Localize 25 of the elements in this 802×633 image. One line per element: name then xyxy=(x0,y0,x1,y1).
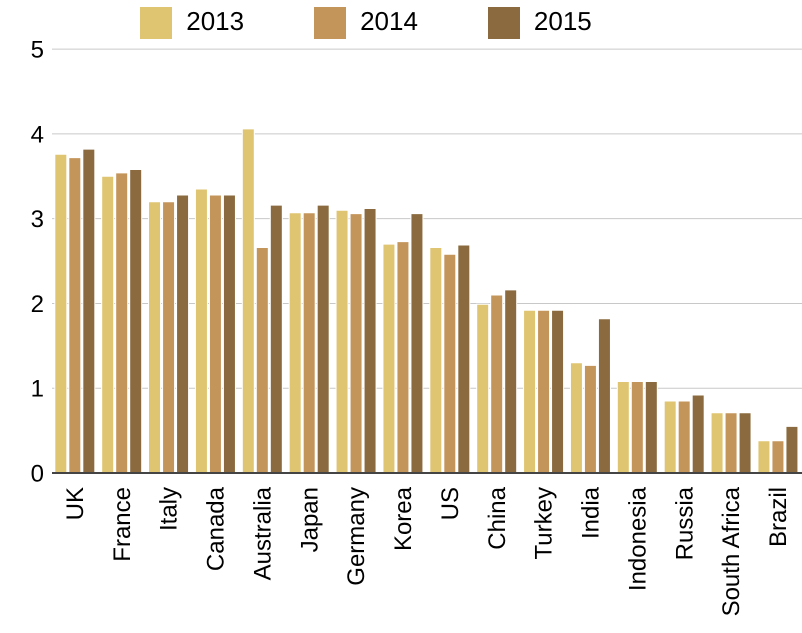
legend-label: 2013 xyxy=(186,6,244,36)
x-tick-label: Australia xyxy=(249,486,276,580)
x-tick-label: Japan xyxy=(296,487,324,552)
x-tick-label: Turkey xyxy=(530,487,558,560)
x-tick-label: India xyxy=(578,486,605,540)
y-tick-label: 3 xyxy=(30,206,44,234)
legend-label: 2015 xyxy=(534,6,592,36)
y-tick-label: 4 xyxy=(30,121,44,148)
x-tick-label: Canada xyxy=(202,486,230,572)
y-tick-label: 1 xyxy=(30,376,44,403)
y-tick-label: 5 xyxy=(30,36,44,64)
x-tick-label: US xyxy=(436,487,464,520)
x-tick-label: Italy xyxy=(156,487,183,532)
x-tick-label: South Africa xyxy=(718,486,746,616)
x-tick-label: Germany xyxy=(343,487,370,586)
x-tick-label: UK xyxy=(62,487,89,520)
y-tick-label: 2 xyxy=(30,290,44,318)
x-tick-label: China xyxy=(484,486,511,550)
y-tick-label: 0 xyxy=(30,460,44,488)
x-tick-label: Brazil xyxy=(765,487,792,548)
x-tick-label: France xyxy=(108,487,136,562)
legend-label: 2014 xyxy=(360,6,418,36)
x-tick-label: Korea xyxy=(390,486,418,552)
x-tick-label: Russia xyxy=(671,486,698,560)
x-tick-label: Indonesia xyxy=(624,486,652,592)
